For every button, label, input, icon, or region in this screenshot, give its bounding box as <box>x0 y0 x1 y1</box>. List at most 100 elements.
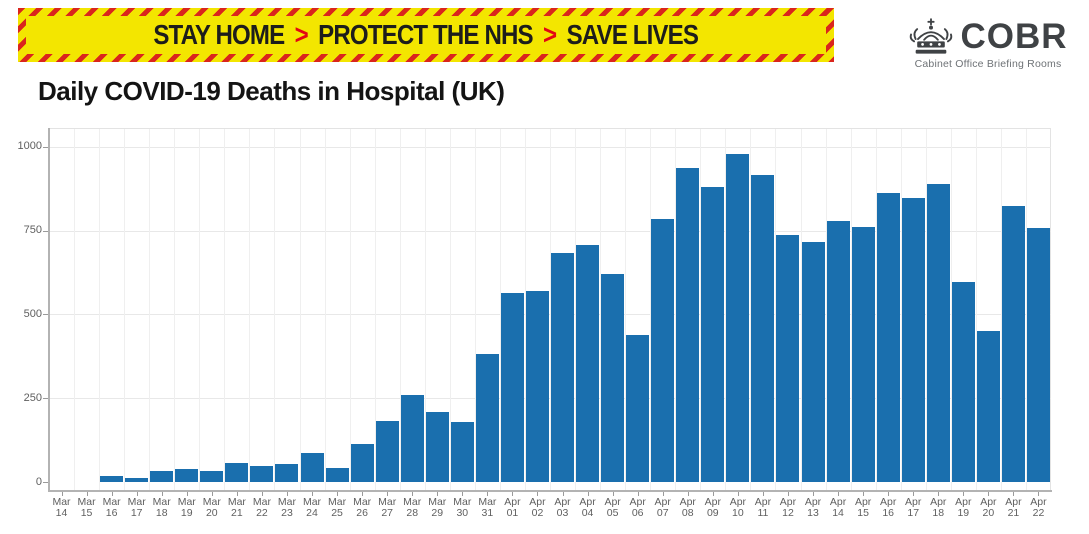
page-title: Daily COVID-19 Deaths in Hospital (UK) <box>38 76 505 106</box>
x-tick <box>211 492 213 496</box>
x-tick <box>86 492 88 496</box>
y-tick-label: 1000 <box>17 140 42 153</box>
y-tick-label: 750 <box>23 224 42 237</box>
x-tick-label: Apr 22 <box>1030 496 1047 519</box>
royal-crest-icon <box>910 18 953 54</box>
x-tick-label: Apr 16 <box>880 496 897 519</box>
x-axis-line <box>48 490 1052 492</box>
x-tick-label: Apr 08 <box>679 496 696 519</box>
x-tick <box>1038 492 1040 496</box>
x-tick-label: Apr 07 <box>654 496 671 519</box>
cobr-logo-row: COBR <box>898 16 1078 56</box>
x-tick <box>236 492 238 496</box>
x-tick-label: Apr 04 <box>579 496 596 519</box>
x-tick <box>938 492 940 496</box>
x-tick <box>662 492 664 496</box>
x-tick <box>487 492 489 496</box>
x-tick <box>61 492 63 496</box>
y-tick-label: 0 <box>35 475 42 488</box>
y-axis-line <box>48 128 50 491</box>
x-tick <box>562 492 564 496</box>
plot-area <box>49 128 1051 491</box>
cobr-logo-title: COBR <box>960 17 1068 56</box>
x-tick-label: Mar 28 <box>403 496 422 519</box>
x-tick-label: Apr 21 <box>1005 496 1022 519</box>
banner-segment-stay-home: STAY HOME <box>153 19 286 50</box>
x-tick-label: Apr 05 <box>604 496 621 519</box>
x-tick <box>988 492 990 496</box>
x-tick <box>737 492 739 496</box>
x-tick-label: Mar 22 <box>252 496 271 519</box>
x-tick <box>387 492 389 496</box>
x-tick <box>462 492 464 496</box>
x-tick-label: Apr 10 <box>729 496 747 519</box>
x-tick <box>337 492 339 496</box>
x-tick <box>312 492 314 496</box>
x-tick-label: Apr 13 <box>804 496 822 519</box>
x-tick-label: Mar 16 <box>102 496 121 519</box>
x-tick-label: Mar 20 <box>202 496 221 519</box>
x-tick-label: Apr 11 <box>754 496 772 519</box>
x-tick-label: Apr 03 <box>554 496 571 519</box>
x-tick <box>838 492 840 496</box>
x-tick <box>286 492 288 496</box>
banner-segment-save-lives: SAVE LIVES <box>566 19 699 50</box>
x-tick <box>537 492 539 496</box>
x-tick <box>437 492 439 496</box>
x-tick-label: Mar 17 <box>127 496 146 519</box>
x-tick <box>412 492 414 496</box>
x-tick-label: Mar 31 <box>478 496 497 519</box>
x-tick-label: Apr 12 <box>779 496 797 519</box>
x-tick-label: Mar 14 <box>52 496 71 519</box>
x-tick-label: Mar 27 <box>378 496 397 519</box>
x-tick <box>888 492 890 496</box>
x-tick <box>612 492 614 496</box>
x-tick-label: Mar 18 <box>152 496 171 519</box>
x-tick <box>787 492 789 496</box>
x-tick-label: Mar 15 <box>77 496 96 519</box>
x-tick <box>637 492 639 496</box>
x-tick <box>1013 492 1015 496</box>
chevron-right-icon: > <box>543 19 557 50</box>
x-tick <box>762 492 764 496</box>
chevron-right-icon: > <box>294 19 309 50</box>
x-tick-label: Apr 01 <box>504 496 521 519</box>
banner-inner: STAY HOME > PROTECT THE NHS > SAVE LIVES <box>26 16 826 54</box>
x-tick-label: Mar 23 <box>277 496 297 519</box>
x-tick-label: Mar 19 <box>177 496 196 519</box>
x-tick <box>111 492 113 496</box>
y-tick-label: 250 <box>23 391 42 404</box>
x-tick <box>913 492 915 496</box>
x-tick <box>587 492 589 496</box>
x-tick-label: Mar 30 <box>453 496 472 519</box>
x-tick-label: Mar 24 <box>302 496 322 519</box>
x-tick-label: Apr 15 <box>854 496 872 519</box>
x-tick <box>186 492 188 496</box>
x-tick-label: Apr 19 <box>955 496 972 519</box>
x-tick <box>362 492 364 496</box>
x-tick <box>261 492 263 496</box>
banner-segment-protect-nhs: PROTECT THE NHS <box>318 19 534 50</box>
stay-home-banner: STAY HOME > PROTECT THE NHS > SAVE LIVES <box>18 8 834 62</box>
x-tick <box>512 492 514 496</box>
y-tick-label: 500 <box>23 307 42 320</box>
x-tick-label: Apr 17 <box>905 496 922 519</box>
x-tick-label: Apr 06 <box>629 496 646 519</box>
x-tick-label: Mar 29 <box>428 496 447 519</box>
x-tick-label: Apr 20 <box>980 496 997 519</box>
cobr-logo: COBR Cabinet Office Briefing Rooms <box>898 16 1078 70</box>
banner-text: STAY HOME > PROTECT THE NHS > SAVE LIVES <box>153 19 700 51</box>
x-tick <box>136 492 138 496</box>
x-tick <box>687 492 689 496</box>
cobr-logo-subtitle: Cabinet Office Briefing Rooms <box>914 58 1062 70</box>
x-tick-label: Apr 02 <box>529 496 546 519</box>
x-tick-label: Apr 18 <box>930 496 947 519</box>
x-tick-label: Mar 25 <box>328 496 347 519</box>
x-tick <box>863 492 865 496</box>
x-tick-label: Mar 21 <box>227 496 246 519</box>
x-tick <box>813 492 815 496</box>
x-tick-label: Apr 14 <box>829 496 847 519</box>
x-tick-label: Mar 26 <box>353 496 372 519</box>
x-tick <box>161 492 163 496</box>
